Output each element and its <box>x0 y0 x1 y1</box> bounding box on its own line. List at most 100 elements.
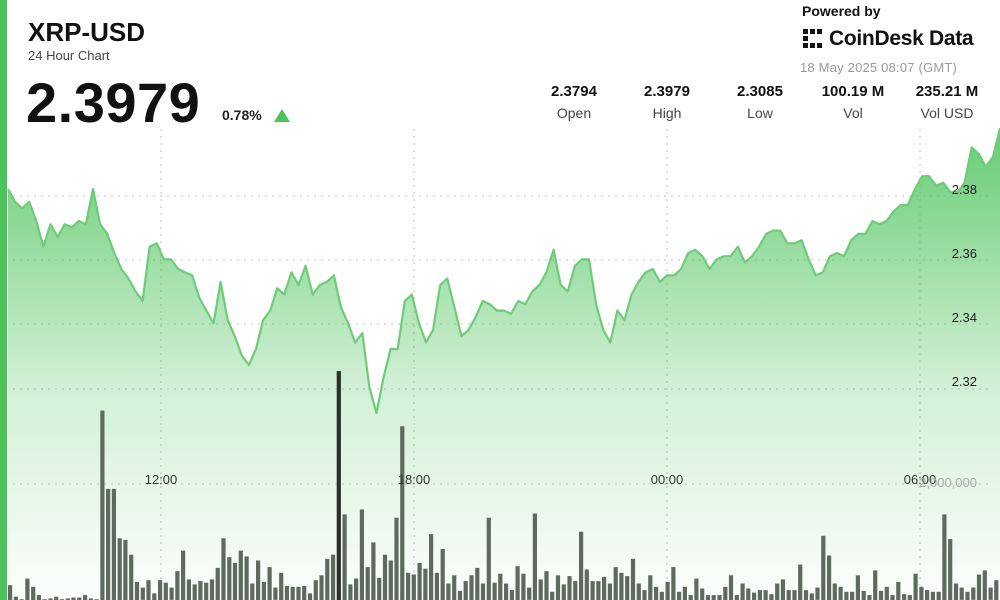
grid-dot <box>413 220 415 222</box>
volume-bar <box>302 586 307 600</box>
volume-bar <box>688 595 693 600</box>
volume-bar <box>111 488 116 600</box>
grid-dot <box>475 195 477 197</box>
volume-bar <box>365 567 370 600</box>
grid-dot <box>552 195 554 197</box>
volume-bar <box>567 576 572 600</box>
grid-dot <box>160 150 162 152</box>
volume-bar <box>677 591 682 600</box>
grid-dot <box>328 259 330 261</box>
grid-dot <box>363 195 365 197</box>
grid-dot <box>608 323 610 325</box>
volume-bar <box>186 579 191 600</box>
grid-dot <box>524 259 526 261</box>
volume-bar <box>821 535 826 600</box>
grid-dot <box>413 276 415 278</box>
grid-dot <box>666 136 668 138</box>
volume-bar <box>25 578 30 600</box>
x-axis-ticks: 12:00 18:00 00:00 06:00 <box>145 472 937 487</box>
grid-dot <box>153 195 155 197</box>
volume-bar <box>746 588 751 600</box>
grid-dot <box>111 195 113 197</box>
grid-dot <box>919 129 921 131</box>
x-tick-label: 18:00 <box>398 472 431 487</box>
grid-dot <box>413 255 415 257</box>
volume-bar <box>532 513 537 600</box>
grid-dot <box>328 195 330 197</box>
grid-dot <box>419 195 421 197</box>
grid-dot <box>895 195 897 197</box>
grid-dot <box>867 195 869 197</box>
grid-dot <box>919 150 921 152</box>
volume-bar <box>907 595 912 600</box>
grid-dot <box>706 259 708 261</box>
grid-dot <box>909 195 911 197</box>
volume-bar <box>152 593 157 600</box>
volume-bar <box>227 557 232 600</box>
grid-dot <box>496 195 498 197</box>
volume-bar <box>232 563 238 600</box>
volume-bar <box>48 598 53 600</box>
grid-dot <box>307 259 309 261</box>
x-tick-label: 00:00 <box>651 472 684 487</box>
volume-bar <box>711 595 716 600</box>
volume-bar <box>129 554 134 600</box>
grid-dot <box>321 259 323 261</box>
volume-bar <box>988 587 993 600</box>
volume-bar <box>630 558 636 600</box>
volume-bar <box>429 534 434 600</box>
grid-dot <box>391 195 393 197</box>
x-tick-label: 12:00 <box>145 472 178 487</box>
grid-dot <box>202 195 204 197</box>
current-price: 2.3979 <box>26 71 201 134</box>
grid-dot <box>706 195 708 197</box>
grid-dot <box>531 259 533 261</box>
volume-bar <box>694 578 699 600</box>
volume-bar <box>717 595 722 600</box>
y-tick-label: 2.36 <box>952 246 977 261</box>
grid-dot <box>160 192 162 194</box>
grid-dot <box>104 195 106 197</box>
grid-dot <box>566 259 568 261</box>
grid-dot <box>489 259 491 261</box>
grid-dot <box>608 259 610 261</box>
volume-bar <box>867 595 872 600</box>
grid-dot <box>118 195 120 197</box>
grid-dot <box>622 259 624 261</box>
grid-dot <box>510 195 512 197</box>
volume-bar <box>463 581 468 600</box>
grid-dot <box>769 195 771 197</box>
stat-vol: 100.19 M Vol <box>808 83 898 121</box>
grid-dot <box>615 195 617 197</box>
grid-dot <box>160 227 162 229</box>
volume-bar <box>665 581 670 600</box>
volume-bar <box>279 572 284 600</box>
grid-dot <box>216 195 218 197</box>
volume-bar <box>642 590 647 600</box>
volume-bar <box>590 581 595 600</box>
volume-bar <box>498 573 503 600</box>
volume-bar <box>192 584 197 600</box>
grid-dot <box>293 259 295 261</box>
grid-dot <box>811 259 813 261</box>
grid-dot <box>76 195 78 197</box>
volume-bar <box>244 556 249 600</box>
grid-dot <box>699 195 701 197</box>
grid-dot <box>335 195 337 197</box>
grid-dot <box>666 171 668 173</box>
grid-dot <box>447 195 449 197</box>
volume-bar <box>106 488 111 600</box>
stat-value: 2.3979 <box>644 83 690 100</box>
grid-dot <box>174 259 176 261</box>
grid-dot <box>517 259 519 261</box>
grid-dot <box>209 259 211 261</box>
grid-dot <box>538 259 540 261</box>
volume-bar <box>953 583 959 600</box>
volume-bar <box>561 584 566 600</box>
volume-bar <box>296 586 301 600</box>
volume-bar <box>619 572 624 600</box>
grid-dot <box>475 259 477 261</box>
volume-bar <box>238 550 243 600</box>
grid-dot <box>919 164 921 166</box>
grid-dot <box>666 248 668 250</box>
